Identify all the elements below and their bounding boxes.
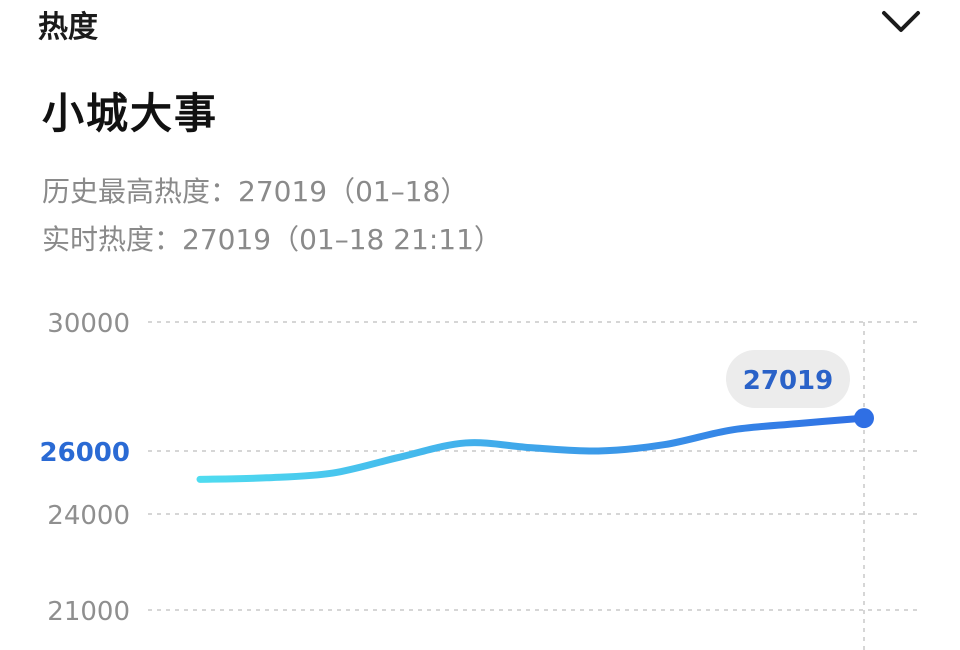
value-bubble-bg xyxy=(726,350,850,408)
chevron-down-icon[interactable] xyxy=(878,4,924,40)
value-bubble: 27019 xyxy=(726,350,850,408)
y-tick-label: 26000 xyxy=(40,438,130,468)
y-tick-label: 21000 xyxy=(47,597,130,627)
trend-line xyxy=(196,414,868,483)
realtime-heat: 实时热度：27019（01–18 21:11） xyxy=(42,223,502,256)
heat-trend-chart: 30000 26000 24000 21000 27019 xyxy=(40,309,918,650)
topic-title: 小城大事 xyxy=(42,89,219,138)
y-tick-label: 24000 xyxy=(47,501,130,531)
latest-point[interactable] xyxy=(854,408,874,429)
value-bubble-label: 27019 xyxy=(743,366,833,396)
y-tick-label: 30000 xyxy=(47,309,130,339)
grid-layer xyxy=(148,321,918,650)
y-axis-ticks: 30000 26000 24000 21000 xyxy=(40,309,130,627)
panel-title: 热度 xyxy=(38,10,98,45)
history-peak-heat: 历史最高热度：27019（01–18） xyxy=(42,175,469,208)
